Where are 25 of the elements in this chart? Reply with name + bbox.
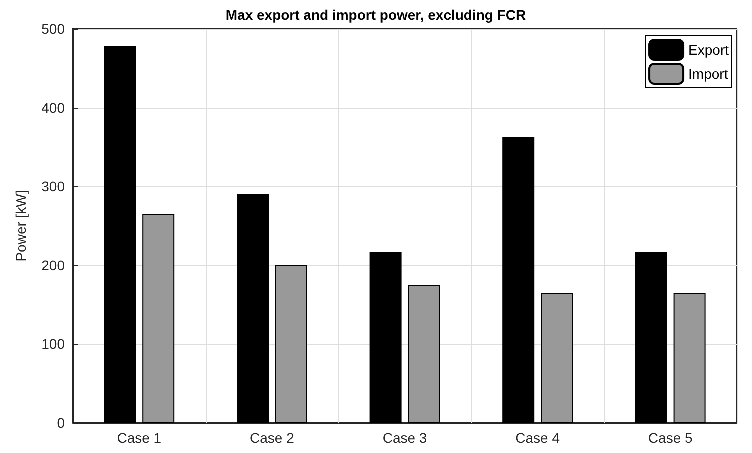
bar: [408, 285, 440, 423]
x-tick-label: Case 4: [516, 430, 560, 446]
legend-label: Export: [688, 42, 730, 58]
x-tick-label: Case 3: [382, 430, 428, 446]
y-tick-label: 200: [42, 257, 66, 274]
y-tick-label: 100: [42, 336, 66, 352]
chart-title: Max export and import power, excluding FCR: [226, 7, 526, 23]
y-tick-label: 500: [42, 21, 66, 37]
bar: [237, 194, 269, 423]
y-tick-label: 300: [42, 178, 66, 195]
bar: [275, 265, 308, 423]
bar: [142, 214, 175, 423]
x-tick-label: Case 1: [117, 430, 162, 446]
bar: [502, 136, 535, 423]
y-axis-title: Power [kW]: [13, 190, 29, 262]
bar: [104, 46, 136, 423]
bar: [635, 252, 668, 423]
x-tick-label: Case 5: [648, 430, 693, 446]
y-tick-label: 0: [57, 415, 66, 431]
bar: [370, 252, 402, 423]
x-tick-label: Case 2: [250, 430, 295, 446]
legend-label: Import: [688, 66, 728, 82]
bar: [541, 292, 573, 423]
bar: [674, 292, 706, 423]
y-tick-label: 400: [42, 100, 66, 116]
